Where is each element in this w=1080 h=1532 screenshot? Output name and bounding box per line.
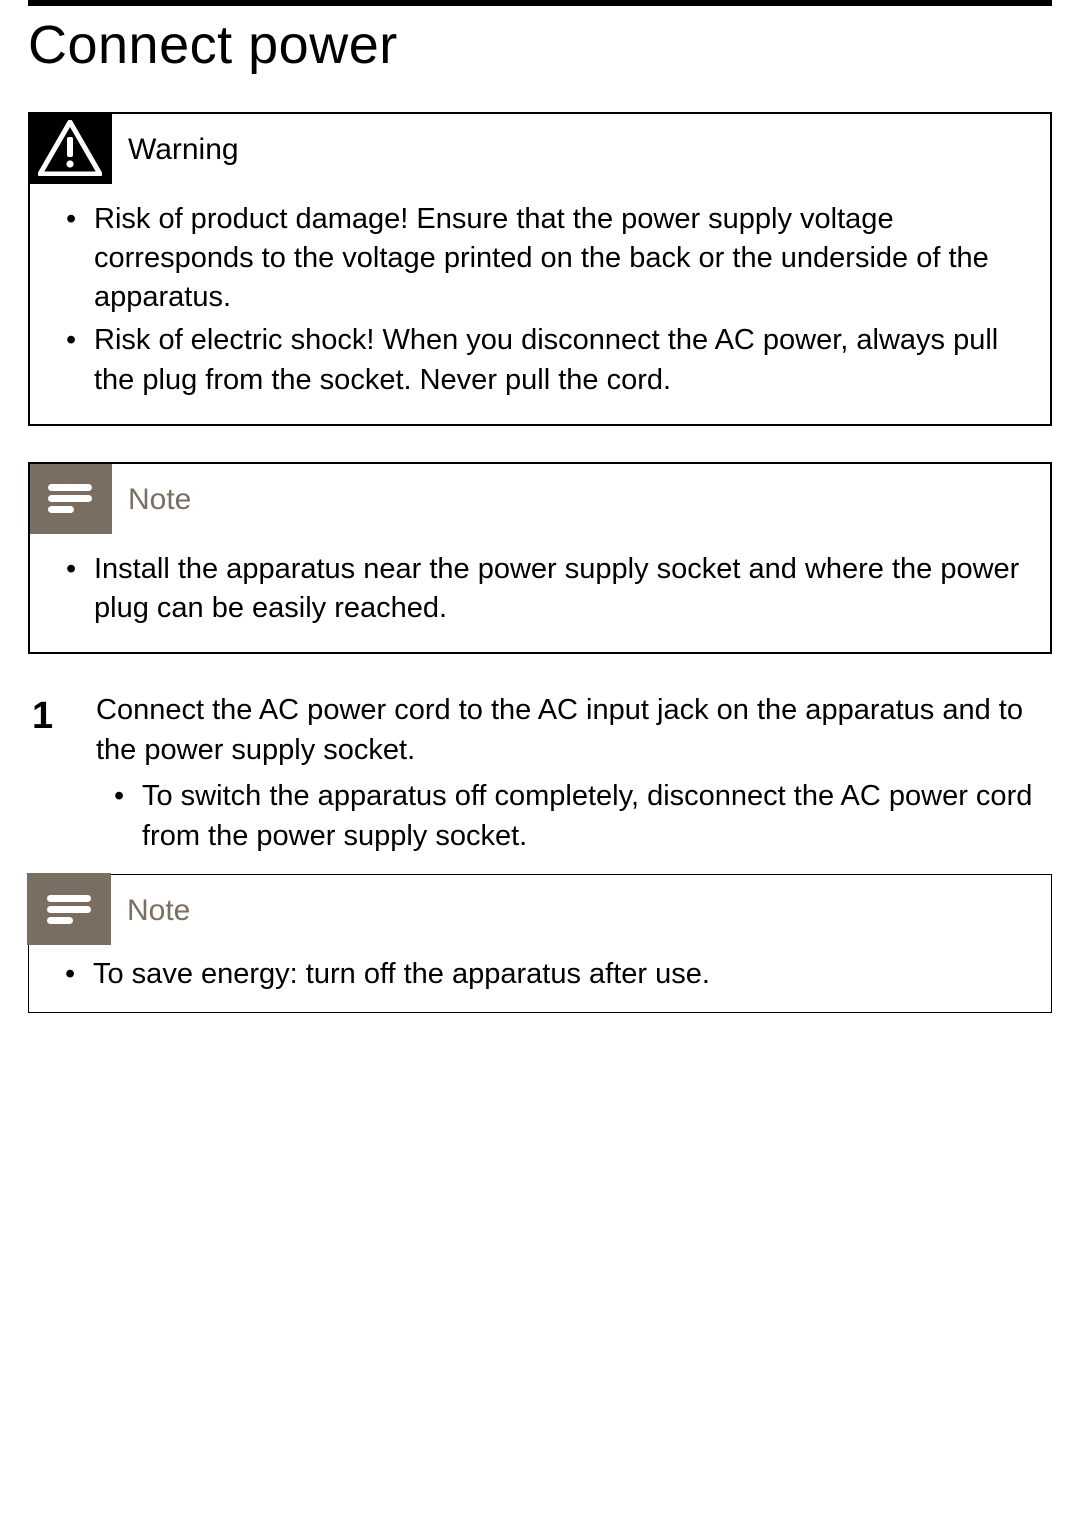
warning-icon <box>28 112 112 184</box>
warning-callout: Warning Risk of product damage! Ensure t… <box>28 112 1052 426</box>
warning-item: Risk of electric shock! When you disconn… <box>38 321 1042 399</box>
note-body: Install the apparatus near the power sup… <box>30 536 1050 652</box>
note-icon <box>27 873 111 945</box>
warning-body: Risk of product damage! Ensure that the … <box>30 186 1050 424</box>
step: 1 Connect the AC power cord to the AC in… <box>28 690 1052 856</box>
section-rule <box>28 0 1052 6</box>
note-body: To save energy: turn off the apparatus a… <box>29 947 1051 1012</box>
note-item: To save energy: turn off the apparatus a… <box>37 955 1043 994</box>
note-item: Install the apparatus near the power sup… <box>38 550 1042 628</box>
note-label: Note <box>127 894 190 928</box>
step-sub-item: To switch the apparatus off completely, … <box>96 776 1052 856</box>
step-number: 1 <box>32 690 68 856</box>
section-title: Connect power <box>28 14 1052 76</box>
warning-header: Warning <box>30 114 1050 186</box>
step-body: Connect the AC power cord to the AC inpu… <box>96 690 1052 856</box>
warning-label: Warning <box>128 133 239 167</box>
step-text: Connect the AC power cord to the AC inpu… <box>96 694 1023 766</box>
note-icon <box>28 462 112 534</box>
warning-item: Risk of product damage! Ensure that the … <box>38 200 1042 317</box>
note-callout: Note To save energy: turn off the appara… <box>28 874 1052 1013</box>
note-label: Note <box>128 483 191 517</box>
note-header: Note <box>30 464 1050 536</box>
note-callout: Note Install the apparatus near the powe… <box>28 462 1052 654</box>
note-header: Note <box>29 875 1051 947</box>
